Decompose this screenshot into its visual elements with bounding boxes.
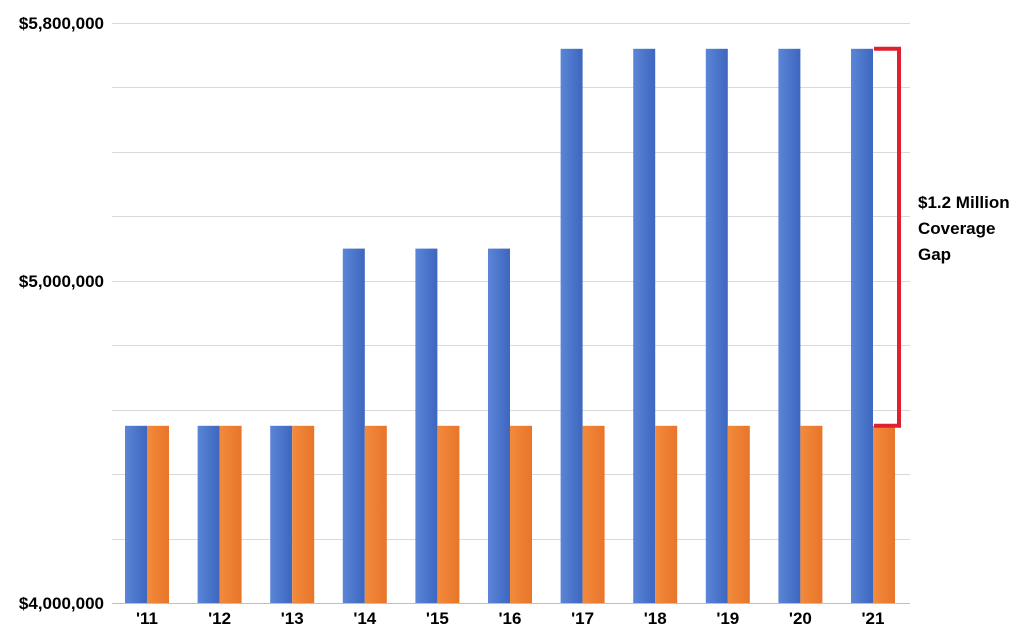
bar-series-2-5 [510, 425, 532, 603]
bar-series-1-8 [705, 48, 728, 604]
bar-series-2-7 [655, 425, 678, 603]
bar-series-1-4 [415, 248, 438, 603]
x-tick-label: '20 [789, 609, 812, 628]
bar-series-1-5 [488, 248, 510, 603]
bar-series-1-6 [560, 48, 583, 604]
bar-series-1-7 [633, 48, 656, 604]
x-tick-label: '15 [426, 609, 449, 628]
bar-series-2-6 [582, 425, 605, 603]
x-tick-label: '16 [499, 609, 522, 628]
bar-series-2-8 [727, 425, 750, 603]
annotation-line: Gap [918, 245, 951, 264]
y-tick-label: $5,000,000 [19, 272, 104, 291]
x-tick-label: '14 [353, 609, 376, 628]
bar-series-2-10 [873, 425, 895, 603]
bars [125, 48, 895, 604]
x-tick-label: '19 [716, 609, 739, 628]
coverage-gap-annotation: $1.2 Million Coverage Gap [874, 46, 1010, 428]
y-tick-label: $4,000,000 [19, 594, 104, 613]
bar-series-2-4 [437, 425, 460, 603]
x-tick-label: '12 [208, 609, 231, 628]
x-tick-label: '13 [281, 609, 304, 628]
bar-series-1-0 [125, 425, 147, 603]
x-tick-label: '21 [862, 609, 885, 628]
gridlines [112, 23, 910, 604]
y-axis-labels: $4,000,000 $5,000,000 $5,800,000 [19, 14, 104, 613]
bar-series-2-1 [219, 425, 242, 603]
bar-series-2-9 [800, 425, 823, 603]
x-tick-label: '18 [644, 609, 667, 628]
bar-series-1-3 [342, 248, 365, 603]
bar-series-2-3 [364, 425, 387, 603]
bar-series-2-2 [292, 425, 315, 603]
bar-series-2-0 [147, 425, 169, 603]
bar-series-1-9 [778, 48, 801, 604]
coverage-gap-bracket [874, 46, 901, 428]
x-tick-label: '17 [571, 609, 594, 628]
y-tick-label: $5,800,000 [19, 14, 104, 33]
bar-series-1-10 [851, 48, 873, 604]
x-tick-label: '11 [136, 609, 158, 628]
x-axis-labels: '11 '12 '13 '14 '15 '16 '17 '18 '19 '20 '21 [136, 609, 884, 628]
bar-series-1-1 [197, 425, 220, 603]
annotation-line: Coverage [918, 219, 995, 238]
annotation-line: $1.2 Million [918, 193, 1010, 212]
bar-series-1-2 [270, 425, 293, 603]
